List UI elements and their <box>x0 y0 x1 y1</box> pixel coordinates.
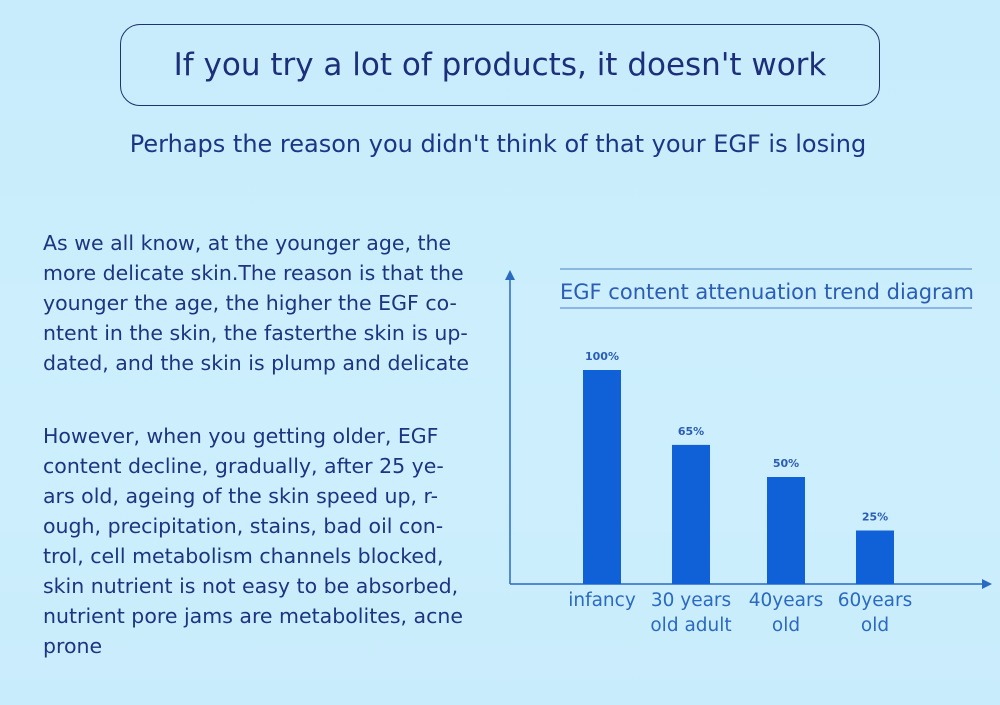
bar <box>583 370 621 584</box>
paragraph-line: nutrient pore jams are metabolites, acne <box>43 604 463 628</box>
value-label: 65% <box>678 425 704 438</box>
bar <box>856 530 894 584</box>
x-tick-label: 40years old <box>748 590 824 636</box>
paragraph-line: more delicate skin.The reason is that th… <box>43 261 464 285</box>
x-arrow <box>982 579 992 589</box>
y-arrow <box>505 270 515 280</box>
paragraph-line: However, when you getting older, EGF <box>43 424 439 448</box>
x-tick-label: 60years old <box>837 590 913 636</box>
paragraph-line: skin nutrient is not easy to be absorbed… <box>43 574 459 598</box>
title-box: If you try a lot of products, it doesn't… <box>120 24 880 106</box>
paragraph-line: As we all know, at the younger age, the <box>43 231 452 255</box>
paragraph-line: dated, and the skin is plump and delicat… <box>43 351 469 375</box>
value-label: 100% <box>585 350 619 363</box>
subtitle: Perhaps the reason you didn't think of t… <box>129 130 867 158</box>
paragraph-line: content decline, gradually, after 25 ye- <box>43 454 444 478</box>
title: If you try a lot of products, it doesn't… <box>173 47 827 83</box>
x-tick-label: 30 years old adult <box>650 590 732 636</box>
chart-title: EGF content attenuation trend diagram <box>560 280 974 304</box>
paragraph-line: ars old, ageing of the skin speed up, r- <box>43 484 439 508</box>
value-label: 25% <box>862 511 888 524</box>
paragraph-line: ough, precipitation, stains, bad oil con… <box>43 514 444 538</box>
x-tick-label: infancy <box>568 590 636 611</box>
paragraph-line: trol, cell metabolism channels blocked, <box>43 544 444 568</box>
paragraph-line: prone <box>43 634 103 658</box>
bar <box>767 477 805 584</box>
paragraph-line: younger the age, the higher the EGF co- <box>43 291 457 315</box>
value-label: 50% <box>773 457 799 470</box>
bar <box>672 444 710 584</box>
paragraph-line: ntent in the skin, the fasterthe skin is… <box>43 321 468 345</box>
